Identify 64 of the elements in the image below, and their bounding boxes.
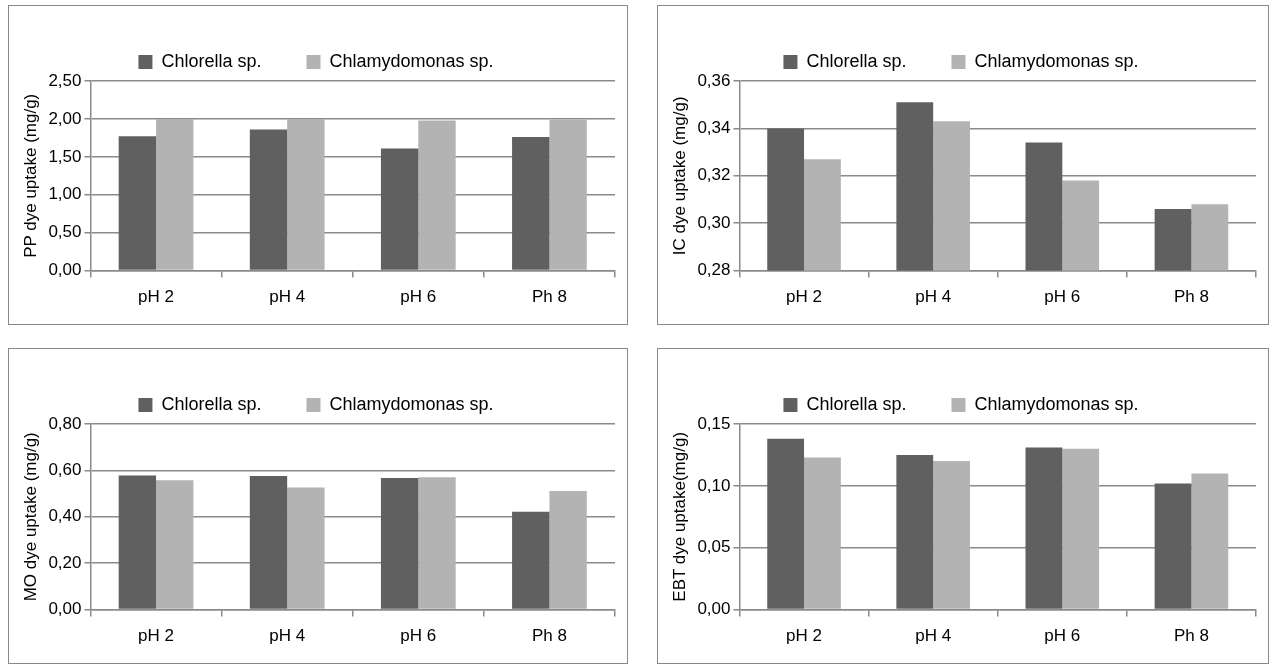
legend-label: Chlorella sp.	[161, 393, 262, 414]
bar	[512, 511, 550, 609]
y-tick-label: 0,80	[48, 413, 82, 433]
bar	[380, 478, 419, 609]
y-tick-label: 0,34	[697, 118, 731, 138]
y-tick-label: 0,15	[697, 413, 731, 433]
y-tick-label: 1,00	[48, 184, 82, 204]
y-axis-title: EBT dye uptake(mg/g)	[669, 431, 689, 602]
y-tick-label: 0,50	[48, 222, 82, 242]
y-tick-label: 2,50	[48, 70, 82, 90]
x-tick-label: Ph 8	[531, 626, 567, 646]
x-tick-label: pH 4	[915, 287, 952, 307]
y-axis-title: IC dye uptake (mg/g)	[669, 96, 689, 256]
x-tick-label: pH 6	[1044, 626, 1081, 646]
x-tick-label: pH 4	[915, 626, 952, 646]
bar	[804, 457, 841, 609]
y-axis-title: MO dye uptake (mg/g)	[20, 432, 40, 602]
y-tick-label: 0,00	[697, 599, 731, 619]
x-tick-label: pH 4	[269, 287, 306, 307]
bar	[156, 480, 194, 609]
bar	[549, 491, 587, 609]
x-tick-label: pH 2	[138, 626, 175, 646]
x-tick-label: pH 4	[269, 626, 306, 646]
legend-label: Chlamydomonas sp.	[974, 50, 1139, 71]
bar	[1191, 473, 1229, 609]
y-tick-label: 0,20	[48, 552, 82, 572]
y-tick-label: 0,40	[48, 506, 82, 526]
bar	[418, 477, 456, 609]
y-tick-label: 0,36	[697, 70, 731, 90]
legend-label: Chlorella sp.	[806, 393, 907, 414]
y-tick-label: 0,28	[697, 260, 731, 280]
bar	[249, 475, 288, 609]
y-tick-label: 0,05	[697, 537, 731, 557]
legend-label: Chlamydomonas sp.	[329, 50, 494, 71]
y-tick-label: 0,30	[697, 212, 731, 232]
x-tick-label: pH 2	[786, 626, 823, 646]
legend-label: Chlamydomonas sp.	[329, 393, 494, 414]
y-tick-label: 0,00	[48, 260, 82, 280]
y-tick-label: 0,00	[48, 599, 82, 619]
legend-label: Chlorella sp.	[161, 50, 262, 71]
y-tick-label: 0,32	[697, 165, 731, 185]
y-axis-title: PP dye uptake (mg/g)	[20, 93, 40, 258]
x-tick-label: Ph 8	[531, 287, 567, 307]
bar	[1025, 447, 1063, 609]
legend-label: Chlamydomonas sp.	[974, 393, 1139, 414]
y-tick-label: 0,10	[697, 475, 731, 495]
y-tick-label: 1,50	[48, 146, 82, 166]
bar	[287, 487, 325, 609]
bar	[1062, 448, 1100, 609]
x-tick-label: pH 6	[1044, 287, 1081, 307]
x-tick-label: pH 6	[400, 287, 437, 307]
legend-label: Chlorella sp.	[806, 50, 907, 71]
x-tick-label: Ph 8	[1173, 626, 1209, 646]
y-tick-label: 2,00	[48, 108, 82, 128]
x-tick-label: pH 6	[400, 626, 437, 646]
x-tick-label: Ph 8	[1173, 287, 1209, 307]
x-tick-label: pH 2	[138, 287, 175, 307]
x-tick-label: pH 2	[786, 287, 823, 307]
y-tick-label: 0,60	[48, 460, 82, 480]
bar	[118, 475, 157, 609]
bar	[767, 438, 805, 609]
bar	[1154, 483, 1192, 609]
bar	[896, 454, 934, 609]
bar	[933, 461, 970, 609]
